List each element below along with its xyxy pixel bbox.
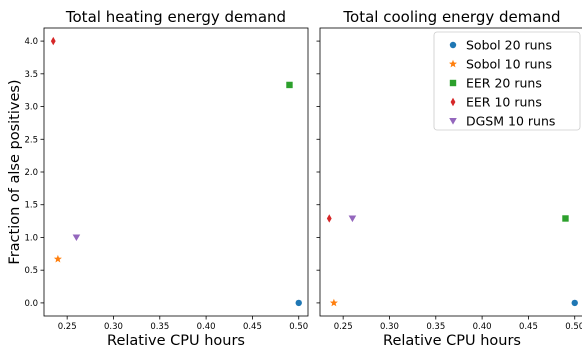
legend-marker (449, 118, 457, 125)
legend-marker (449, 79, 457, 87)
x-tick-label: 0.40 (197, 322, 216, 332)
y-tick-label: 0.0 (24, 299, 38, 309)
legend-marker (449, 41, 457, 49)
legend-label: Sobol 10 runs (466, 57, 552, 72)
data-point (329, 298, 338, 307)
legend-label: DGSM 10 runs (466, 114, 555, 129)
cooling-xlabel: Relative CPU hours (383, 333, 521, 349)
data-point (348, 215, 357, 223)
legend-label: EER 10 runs (466, 95, 542, 110)
legend-label: EER 20 runs (466, 76, 542, 91)
cooling-ticks: 0.25 0.30 0.35 0.40 0.45 0.50 (316, 40, 582, 332)
x-tick-label: 0.40 (473, 322, 492, 332)
y-tick-label: 2.0 (24, 168, 38, 178)
heating-points (50, 36, 302, 307)
heating-ticks: 0.25 0.30 0.35 0.40 0.45 0.50 0.0 0.5 1.0 1.5 2.0 2… (24, 37, 308, 332)
data-point (571, 299, 578, 307)
data-point (50, 36, 56, 46)
heating-panel: Total heating energy demand Fraction of … (7, 8, 309, 349)
x-tick-label: 0.45 (519, 322, 538, 332)
y-tick-label: 0.5 (24, 266, 38, 276)
y-tick-label: 3.5 (24, 70, 38, 80)
x-tick-label: 0.35 (426, 322, 445, 332)
data-point (72, 234, 81, 242)
x-tick-label: 0.50 (289, 322, 308, 332)
y-tick-label: 1.0 (24, 233, 38, 243)
legend-marker (449, 59, 457, 68)
y-tick-label: 2.5 (24, 135, 38, 145)
legend-marker (450, 97, 456, 107)
heating-xlabel: Relative CPU hours (107, 333, 245, 349)
x-tick-label: 0.45 (243, 322, 262, 332)
x-tick-label: 0.25 (334, 322, 353, 332)
y-tick-label: 3.0 (24, 103, 38, 113)
heating-title: Total heating energy demand (65, 8, 286, 26)
cooling-axes-frame (319, 27, 582, 317)
data-point (286, 81, 293, 89)
y-tick-label: 4.0 (24, 37, 38, 47)
legend-label: Sobol 20 runs (466, 38, 552, 53)
x-tick-label: 0.50 (565, 322, 582, 332)
cooling-title: Total cooling energy demand (342, 8, 560, 26)
x-tick-label: 0.35 (150, 322, 169, 332)
heating-axes-frame (43, 27, 309, 317)
data-point (53, 254, 62, 263)
heating-ylabel: Fraction of alse positives) (7, 79, 23, 264)
data-point (562, 215, 569, 222)
y-tick-label: 1.5 (24, 201, 38, 211)
x-tick-label: 0.30 (104, 322, 123, 332)
legend: Sobol 20 runs Sobol 10 runs EER 20 runs EER… (433, 31, 581, 131)
legend-box (433, 31, 581, 131)
data-point (295, 299, 302, 307)
legend-items: Sobol 20 runs Sobol 10 runs EER 20 runs EER… (449, 38, 555, 129)
cooling-panel: Total cooling energy demand Relative CPU… (316, 8, 582, 349)
cooling-points (326, 214, 578, 307)
x-tick-label: 0.25 (58, 322, 77, 332)
data-point (326, 214, 332, 223)
x-tick-label: 0.30 (380, 322, 399, 332)
